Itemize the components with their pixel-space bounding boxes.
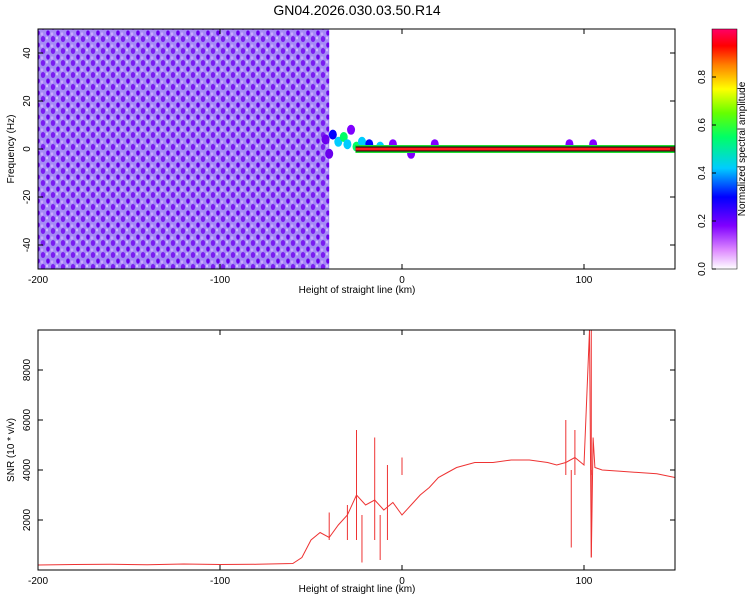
snr-series-line [37,329,676,566]
colorbar-tick-label: 0.6 [697,118,708,132]
snr-x-ticks: -200 -100 0 100 [28,330,593,587]
y-tick-label: 4000 [22,458,33,481]
colorbar-tick-label: 0.0 [697,262,708,276]
heatmap-noise-region [38,29,330,269]
x-tick-label: -200 [28,576,48,587]
x-tick-label: 0 [399,576,405,587]
colorbar-tick-label: 0.2 [697,214,708,228]
colorbar-tick-label: 0.4 [697,166,708,180]
y-tick-label: 2000 [22,508,33,531]
y-tick-label: 6000 [22,408,33,431]
heatmap-cluster-blob [321,134,330,145]
snr-frame [37,329,676,571]
y-tick-label: 20 [22,95,33,107]
colorbar-tick-label: 0.8 [697,70,708,84]
heatmap-y-axis-label: Frequency (Hz) [6,115,17,184]
colorbar-gradient [711,28,738,270]
snr-y-axis-label: SNR (10 * v/v) [6,418,17,482]
x-tick-label: -200 [28,275,48,286]
heatmap-x-axis-label: Height of straight line (km) [299,285,416,296]
heatmap-cluster-blob [328,129,337,140]
y-tick-label: -40 [22,237,33,252]
snr-line-panel: -200 -100 0 100 2000 4000 6000 8000 Height of … [6,329,676,595]
heatmap-cluster-blob [357,136,366,147]
y-tick-label: 0 [22,146,33,152]
snr-spikes [328,330,592,563]
heatmap-signal-band-edge-top [355,145,675,147]
heatmap-cluster-blob [347,124,356,135]
heatmap-cluster-blob [343,139,352,150]
x-tick-label: -100 [210,275,230,286]
heatmap-signal-band [355,147,675,151]
y-tick-label: 8000 [22,358,33,381]
heatmap-cluster-blob [339,132,348,142]
colorbar-ticks: 0.0 0.2 0.4 0.6 0.8 [697,70,716,276]
heatmap-y-ticks: -40 -20 0 20 40 [22,47,675,252]
heatmap-signal-band-edge-bottom [355,151,675,153]
chart-title: GN04.2026.030.03.50.R14 [273,2,441,18]
x-tick-label: 0 [399,275,405,286]
snr-y-ticks: 2000 4000 6000 8000 [22,358,675,531]
x-tick-label: 100 [576,576,593,587]
snr-x-axis-label: Height of straight line (km) [299,584,416,595]
colorbar-label: Normalized spectral amplitude [737,81,748,216]
colorbar: 0.0 0.2 0.4 0.6 0.8 Normalized spectral ampl… [697,28,748,276]
heatmap-cluster-blob [325,148,334,159]
x-tick-label: 100 [576,275,593,286]
y-tick-label: 40 [22,47,33,59]
y-tick-label: -20 [22,189,33,204]
heatmap-x-ticks: -200 -100 0 100 [28,29,593,286]
x-tick-label: -100 [210,576,230,587]
